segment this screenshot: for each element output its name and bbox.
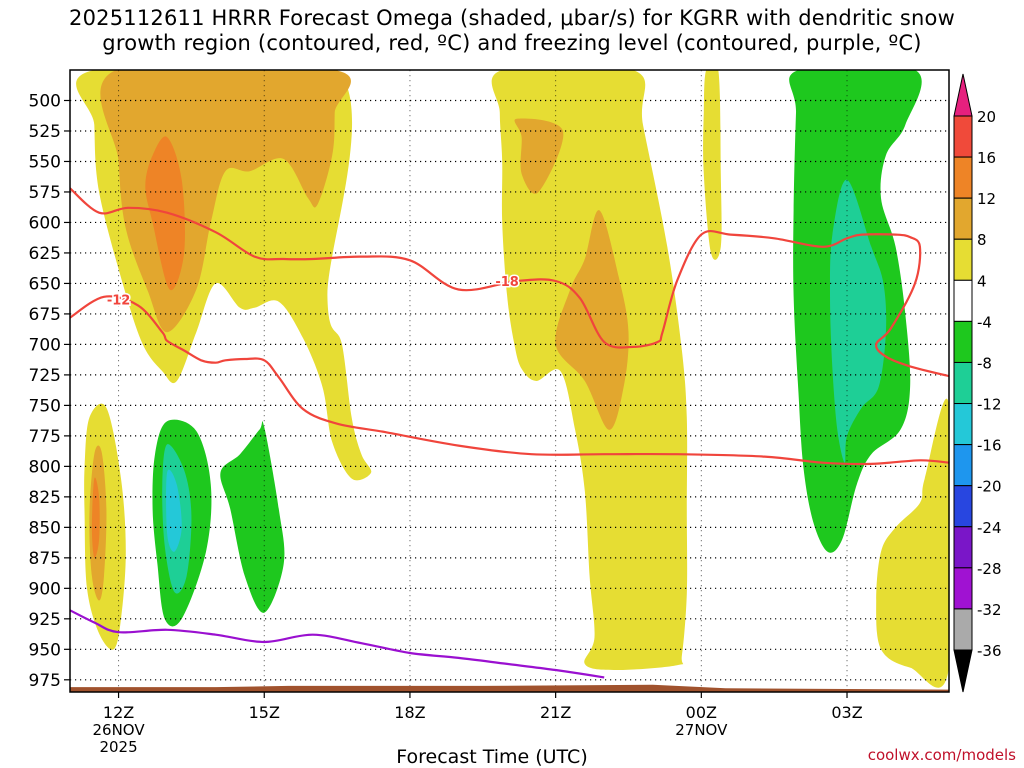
omega-region-12 <box>829 179 887 463</box>
omega-region-15 <box>166 469 182 552</box>
plot-frame <box>69 69 950 693</box>
colorbar-label-4: 4 <box>977 272 987 290</box>
dgz-contour--18 <box>70 187 949 378</box>
y-tick-label-625: 625 <box>29 244 61 264</box>
x-tick-label-12Z: 12Z <box>103 703 134 722</box>
omega-region-16 <box>220 421 285 613</box>
colorbar-bin-6 <box>953 320 973 363</box>
y-tick-label-850: 850 <box>29 518 61 538</box>
x-tick-year-12Z: 2025 <box>99 738 137 756</box>
terrain <box>70 684 949 692</box>
colorbar-bin-7 <box>953 361 973 405</box>
colorbar-label-7: -12 <box>977 396 1002 414</box>
y-tick-label-575: 575 <box>29 183 61 203</box>
colorbar-bin-11 <box>953 526 973 569</box>
colorbar-label-2: 12 <box>977 190 996 208</box>
dgz-contour-label--12: -12 <box>107 293 131 308</box>
omega-region-10 <box>876 398 949 688</box>
y-tick-label-925: 925 <box>29 610 61 630</box>
colorbar-bin-10 <box>953 485 973 528</box>
y-tick-label-875: 875 <box>29 549 61 569</box>
chart-title-line-2: growth region (contoured, red, ºC) and f… <box>102 31 922 55</box>
colorbar-legend: 20 16 12 8 4 -4 -8 -12 -16 -20 -24 -28 -32 -36 <box>953 73 1002 693</box>
dgz-contour-label--18: -18 <box>495 275 519 290</box>
colorbar-bin-1 <box>953 115 973 158</box>
x-tick-label-00Z: 00Z <box>686 703 717 722</box>
y-tick-label-750: 750 <box>29 396 61 416</box>
x-tick-label-03Z: 03Z <box>831 703 862 722</box>
colorbar-label-8: -16 <box>977 437 1002 455</box>
colorbar-bin-4 <box>953 238 973 281</box>
colorbar-label-10: -24 <box>977 519 1002 537</box>
colorbar-label-0: 20 <box>977 108 996 126</box>
colorbar-label-6: -8 <box>977 354 992 372</box>
y-tick-label-550: 550 <box>29 152 61 172</box>
y-tick-label-725: 725 <box>29 366 61 386</box>
omega-region-9 <box>91 477 100 559</box>
colorbar-label-11: -28 <box>977 560 1002 578</box>
y-tick-label-775: 775 <box>29 427 61 447</box>
colorbar-top-triangle <box>953 73 973 117</box>
x-tick-label-18Z: 18Z <box>394 703 425 722</box>
credit-text: coolwx.com/models <box>867 746 1016 764</box>
y-tick-label-900: 900 <box>29 579 61 599</box>
y-tick-label-600: 600 <box>29 213 61 233</box>
y-axis: 500 525 550 575 600 625 650 675 700 725 750 775 800 8… <box>29 91 70 691</box>
omega-region-4 <box>514 118 564 194</box>
dgz-contour--12 <box>70 295 949 466</box>
colorbar-bin-8 <box>953 403 973 446</box>
colorbar-bin-12 <box>953 567 973 610</box>
colorbar-label-12: -32 <box>977 601 1002 619</box>
omega-region-6 <box>703 70 722 260</box>
y-tick-label-975: 975 <box>29 671 61 691</box>
y-tick-label-525: 525 <box>29 122 61 142</box>
colorbar-label-13: -36 <box>977 642 1002 660</box>
contours: -12 -18 <box>70 187 949 679</box>
y-tick-label-500: 500 <box>29 91 61 111</box>
x-tick-label-15Z: 15Z <box>249 703 280 722</box>
y-tick-label-675: 675 <box>29 305 61 325</box>
x-tick-date-12Z: 26NOV <box>93 721 146 739</box>
colorbar-label-9: -20 <box>977 478 1002 496</box>
colorbar-label-3: 8 <box>977 231 987 249</box>
y-tick-label-650: 650 <box>29 274 61 294</box>
colorbar-bin-13 <box>953 608 973 651</box>
chart-title-line-1: 2025112611 HRRR Forecast Omega (shaded, … <box>69 6 955 30</box>
x-tick-label-21Z: 21Z <box>540 703 571 722</box>
colorbar-bin-3 <box>953 197 973 240</box>
y-tick-label-950: 950 <box>29 640 61 660</box>
colorbar-bin-2 <box>953 156 973 199</box>
y-tick-label-700: 700 <box>29 335 61 355</box>
x-tick-date-00Z: 27NOV <box>675 721 728 739</box>
colorbar-bin-9 <box>953 444 973 487</box>
y-tick-label-800: 800 <box>29 457 61 477</box>
colorbar-label-5: -4 <box>977 313 992 331</box>
colorbar-bin-5 <box>953 279 973 322</box>
colorbar-bottom-triangle <box>953 649 973 693</box>
terrain-fill <box>70 684 949 692</box>
colorbar-label-1: 16 <box>977 149 996 167</box>
freezing-level-contour <box>70 609 605 679</box>
grid <box>70 70 949 692</box>
y-tick-label-825: 825 <box>29 488 61 508</box>
x-axis-title: Forecast Time (UTC) <box>396 746 588 768</box>
